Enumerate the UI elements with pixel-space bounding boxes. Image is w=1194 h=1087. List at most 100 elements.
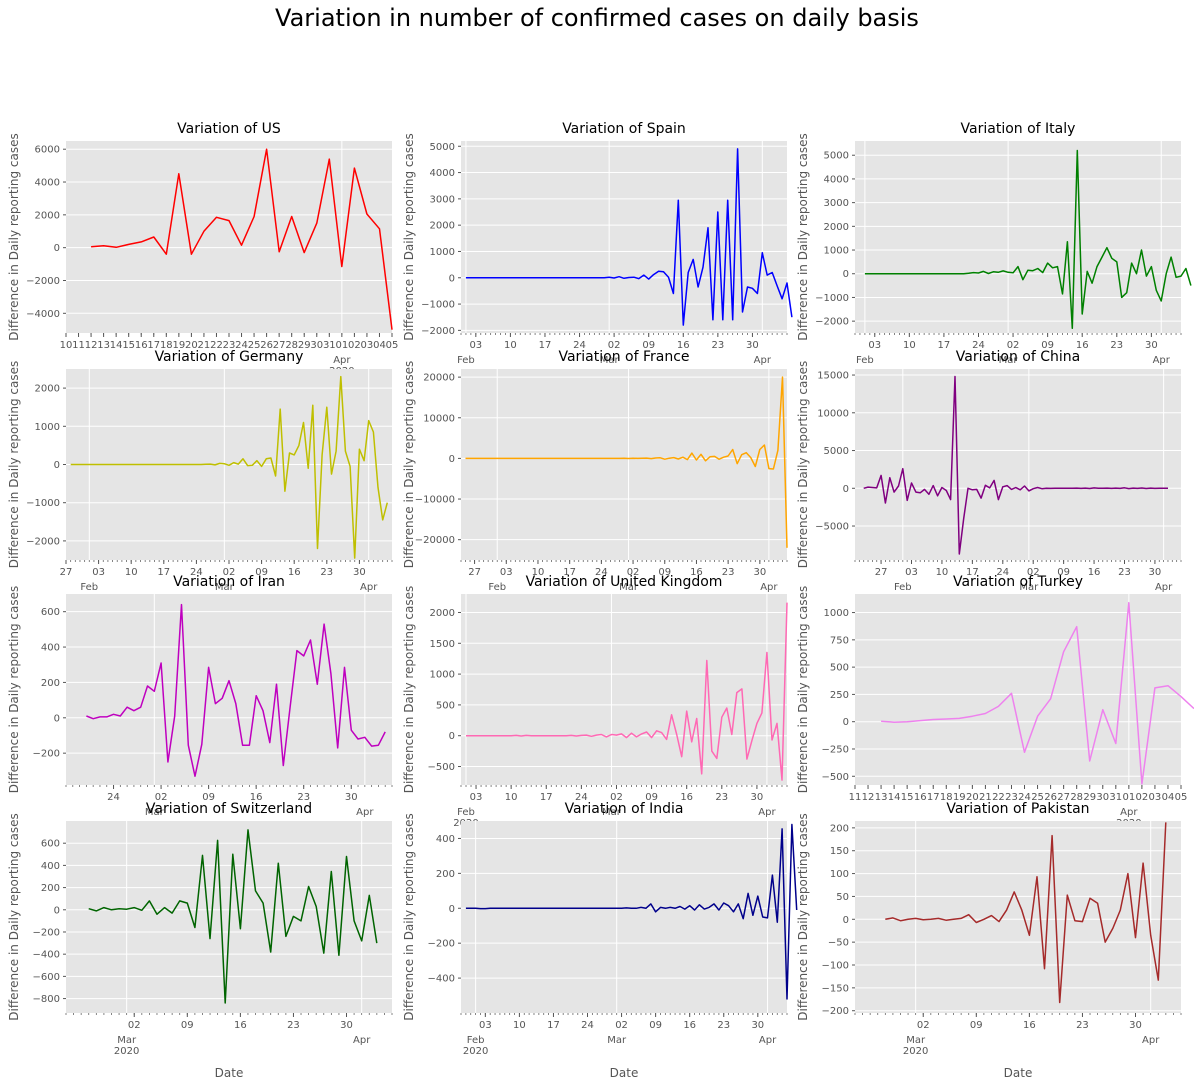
y-axis-label: Difference in Daily reporting cases <box>402 133 416 340</box>
y-tick-label: 2000 <box>35 384 60 395</box>
x-tick-label: 31 <box>1109 792 1122 803</box>
x-tick-label: 17 <box>147 340 160 351</box>
x-month-label: Mar <box>602 807 622 818</box>
x-tick-label: 20 <box>966 792 979 803</box>
x-tick-label: 04 <box>1162 792 1175 803</box>
x-month-label: Apr <box>1120 807 1138 818</box>
chart-title: Variation of Germany <box>155 349 304 365</box>
y-tick-label: 0 <box>843 484 849 495</box>
x-tick-label: 05 <box>386 340 399 351</box>
y-tick-label: 2000 <box>824 222 849 233</box>
x-tick-label: 23 <box>1118 567 1131 578</box>
y-tick-label: 0 <box>843 717 849 728</box>
plot-background <box>461 369 787 560</box>
y-tick-label: 600 <box>41 839 60 850</box>
y-tick-label: −400 <box>428 974 455 985</box>
x-tick-label: 09 <box>658 567 671 578</box>
plot-background <box>855 141 1181 333</box>
x-tick-label: 24 <box>1018 792 1031 803</box>
x-tick-label: 05 <box>1175 792 1188 803</box>
x-month-label: Apr <box>356 807 374 818</box>
y-tick-label: 10000 <box>423 413 455 424</box>
x-month-label: Apr <box>759 1035 777 1046</box>
x-tick-label: 30 <box>746 340 759 351</box>
x-tick-label: 23 <box>715 792 728 803</box>
x-tick-label: 17 <box>927 792 940 803</box>
x-tick-label: 15 <box>901 792 914 803</box>
y-axis-label: Difference in Daily reporting cases <box>7 586 21 793</box>
y-tick-label: 0 <box>843 915 849 926</box>
x-tick-label: 24 <box>573 340 586 351</box>
x-tick-label: 17 <box>157 567 170 578</box>
x-tick-label: 09 <box>181 1020 194 1031</box>
y-tick-label: 0 <box>54 460 60 471</box>
y-tick-label: 6000 <box>35 145 60 156</box>
series-line <box>885 822 1167 1004</box>
x-month-label: Apr <box>1142 1035 1160 1046</box>
y-tick-label: 200 <box>41 883 60 894</box>
x-year-label: 2020 <box>463 1046 488 1057</box>
x-tick-label: 10 <box>513 1020 526 1031</box>
series-line <box>466 602 788 781</box>
series-line <box>465 376 788 548</box>
y-tick-label: 400 <box>436 834 455 845</box>
chart-variation-of-united-kingdom: −500 0 500 1000 1500 2000 03 10 17 24 02 09 16 23 30 Fe… <box>402 574 788 829</box>
y-tick-label: −250 <box>822 744 849 755</box>
x-tick-label: 02 <box>615 1020 628 1031</box>
x-tick-label: 10 <box>125 567 138 578</box>
plot-background <box>66 141 392 333</box>
x-tick-label: 30 <box>340 1020 353 1031</box>
x-tick-label: 09 <box>642 340 655 351</box>
y-tick-label: 1000 <box>430 247 455 258</box>
y-axis-label: Difference in Daily reporting cases <box>7 133 21 340</box>
x-tick-label: 02 <box>610 792 623 803</box>
series-line <box>88 829 378 1004</box>
x-tick-label: 02 <box>348 340 361 351</box>
y-tick-label: 0 <box>449 273 455 284</box>
y-tick-label: 20000 <box>423 373 455 384</box>
series-line <box>70 375 389 559</box>
x-tick-label: 16 <box>288 567 301 578</box>
x-axis-label: Date <box>215 1066 244 1080</box>
x-tick-label: 23 <box>717 1020 730 1031</box>
x-tick-label: 02 <box>223 567 236 578</box>
chart-title: Variation of Italy <box>961 121 1076 137</box>
x-tick-label: 01 <box>1122 792 1135 803</box>
y-tick-label: 1500 <box>430 639 455 650</box>
x-axis-label: Date <box>1004 1066 1033 1080</box>
y-tick-label: 0 <box>54 243 60 254</box>
x-tick-label: 16 <box>683 1020 696 1031</box>
x-tick-label: 30 <box>751 1020 764 1031</box>
x-tick-label: 02 <box>608 340 621 351</box>
y-tick-label: 1000 <box>824 246 849 257</box>
y-tick-label: 2000 <box>430 608 455 619</box>
x-tick-label: 09 <box>1041 340 1054 351</box>
y-axis-label: Difference in Daily reporting cases <box>796 586 810 793</box>
x-month-label: Mar <box>607 1035 627 1046</box>
y-tick-label: 0 <box>449 731 455 742</box>
chart-variation-of-china: −5000 0 5000 10000 15000 27 03 10 17 24 02 09 16 23 30… <box>796 349 1182 593</box>
x-tick-label: 10 <box>532 567 545 578</box>
x-tick-label: 18 <box>940 792 953 803</box>
x-tick-label: 16 <box>690 567 703 578</box>
x-tick-label: 27 <box>468 567 481 578</box>
y-tick-label: 0 <box>54 713 60 724</box>
x-tick-label: 27 <box>60 567 73 578</box>
x-tick-label: 29 <box>1083 792 1096 803</box>
x-tick-label: 14 <box>110 340 123 351</box>
y-tick-label: 1000 <box>430 670 455 681</box>
y-tick-label: −10000 <box>415 495 455 506</box>
x-tick-label: 03 <box>1149 792 1162 803</box>
x-tick-label: 17 <box>540 792 553 803</box>
x-tick-label: 03 <box>92 567 105 578</box>
x-tick-label: 24 <box>972 340 985 351</box>
x-tick-label: 09 <box>649 1020 662 1031</box>
y-tick-label: −20000 <box>415 535 455 546</box>
x-tick-label: 03 <box>479 1020 492 1031</box>
x-tick-label: 18 <box>160 340 173 351</box>
chart-title: Variation of Pakistan <box>946 801 1089 817</box>
x-tick-label: 30 <box>1096 792 1109 803</box>
x-tick-label: 31 <box>323 340 336 351</box>
